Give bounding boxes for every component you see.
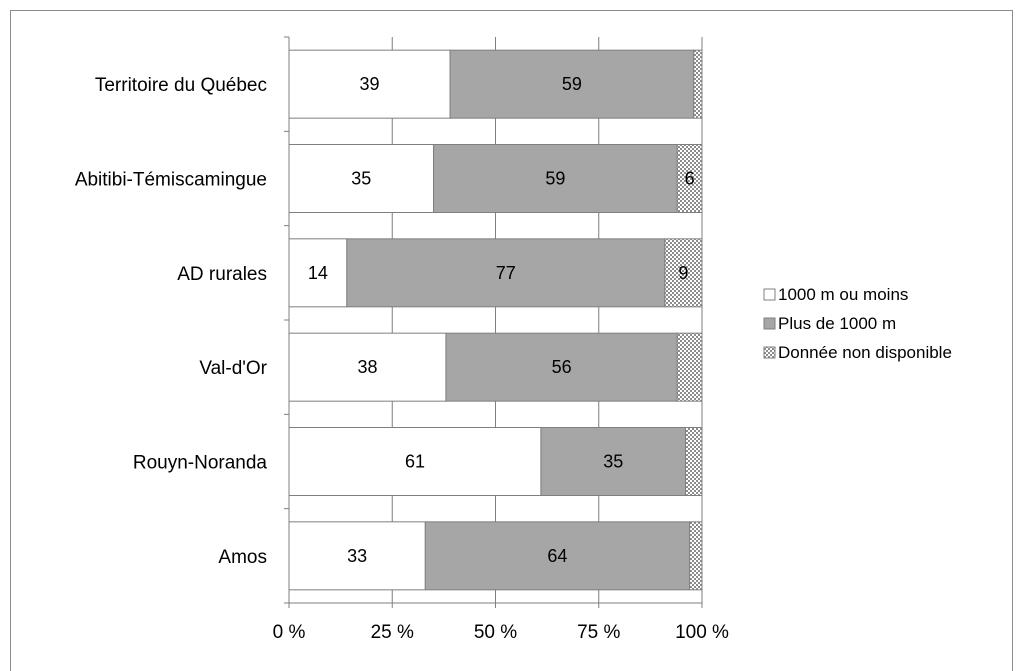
legend-swatch (763, 288, 776, 301)
bar-segment (540, 427, 686, 496)
bar-segment (288, 521, 426, 591)
legend-swatch (763, 317, 776, 330)
bar-segment (676, 144, 703, 213)
bar-segment (288, 427, 542, 496)
chart-frame (10, 10, 1013, 671)
data-label: 35 (603, 452, 623, 472)
legend: 1000 m ou moins Plus de 1000 m Donnée non … (763, 285, 952, 362)
data-label: 14 (308, 263, 328, 283)
bar-segment (689, 521, 703, 591)
category-label: Abitibi-Témiscamingue (75, 170, 267, 191)
data-label: 61 (405, 452, 425, 472)
bars (288, 49, 703, 591)
gridlines (391, 37, 703, 603)
category-label: AD rurales (177, 264, 267, 285)
category-label: Territoire du Québec (95, 75, 267, 96)
bar-segment (676, 332, 703, 402)
legend-swatch (763, 346, 776, 359)
bar-segment (424, 521, 691, 591)
legend-label: Plus de 1000 m (778, 314, 896, 333)
data-label: 35 (351, 169, 371, 189)
bar-segment (346, 238, 666, 308)
data-label: 38 (357, 357, 377, 377)
bar-segment (433, 144, 678, 213)
category-label: Rouyn-Noranda (133, 453, 268, 474)
x-tick-label: 50 % (474, 622, 517, 643)
data-label: 77 (496, 263, 516, 283)
x-tick-label: 25 % (371, 622, 414, 643)
bar-segment (684, 427, 703, 496)
bar-segment (288, 144, 435, 213)
data-label: 59 (545, 169, 565, 189)
x-tick-label: 100 % (675, 622, 729, 643)
bar-segment (664, 238, 703, 308)
data-label: 39 (360, 74, 380, 94)
axes: 0 % 25 % 50 % 75 % 100 % (273, 36, 729, 643)
bar-segment (693, 49, 703, 119)
category-label: Amos (218, 547, 267, 568)
bar-segment (288, 238, 348, 308)
legend-label: Donnée non disponible (778, 343, 952, 362)
category-label: Val-d'Or (199, 358, 267, 379)
bar-segment (288, 49, 451, 119)
labels: 39 59 Territoire du Québec 35 59 6 Abitibi-Tém… (75, 74, 695, 568)
data-label: 59 (562, 74, 582, 94)
legend-label: 1000 m ou moins (778, 285, 908, 304)
x-tick-label: 0 % (273, 622, 306, 643)
data-label: 9 (678, 263, 688, 283)
data-label: 56 (552, 357, 572, 377)
bar-segment (445, 332, 678, 402)
bar-segment (449, 49, 695, 119)
data-label: 64 (547, 546, 567, 566)
data-label: 6 (685, 169, 695, 189)
x-tick-label: 75 % (577, 622, 620, 643)
data-label: 33 (347, 546, 367, 566)
